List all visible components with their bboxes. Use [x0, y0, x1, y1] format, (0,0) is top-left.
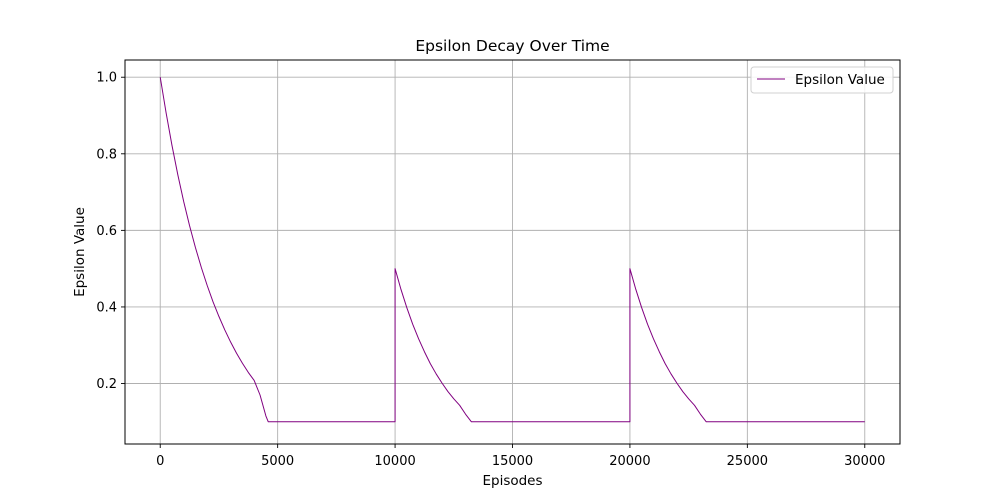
x-axis-title: Episodes: [482, 473, 542, 489]
y-tick-label: 0.4: [96, 300, 117, 315]
x-tick-label: 10000: [374, 454, 415, 469]
legend-box: [750, 66, 894, 94]
legend-label: Epsilon Value: [795, 72, 885, 88]
legend: Epsilon Value: [750, 66, 894, 94]
x-tick-label: 30000: [844, 454, 885, 469]
x-tick-label: 5000: [261, 454, 294, 469]
y-tick-label: 1.0: [96, 71, 117, 86]
ticks: 0 5000 10000 15000 20000 25000 30000 0.2 0.4 0.6 0…: [96, 71, 885, 469]
x-tick-label: 25000: [727, 454, 768, 469]
x-tick-label: 20000: [609, 454, 650, 469]
chart-title: Epsilon Decay Over Time: [415, 37, 609, 55]
y-tick-label: 0.8: [96, 147, 117, 162]
series-line: [159, 77, 865, 423]
y-axis-title: Epsilon Value: [72, 207, 88, 297]
series-layer: [159, 77, 865, 423]
y-tick-label: 0.6: [96, 224, 117, 239]
x-tick-label: 15000: [492, 454, 533, 469]
grid: [125, 60, 900, 444]
x-tick-label: 0: [156, 454, 164, 469]
y-tick-label: 0.2: [96, 377, 117, 392]
